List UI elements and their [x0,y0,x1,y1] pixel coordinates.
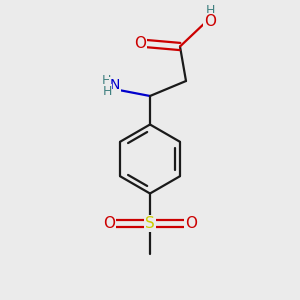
Text: H: H [102,74,111,88]
Text: O: O [185,216,197,231]
Text: O: O [204,14,216,28]
Text: N: N [110,78,120,92]
Text: O: O [103,216,115,231]
Text: H: H [102,85,112,98]
Text: O: O [134,36,146,51]
Text: H: H [205,4,215,17]
Text: S: S [145,216,155,231]
